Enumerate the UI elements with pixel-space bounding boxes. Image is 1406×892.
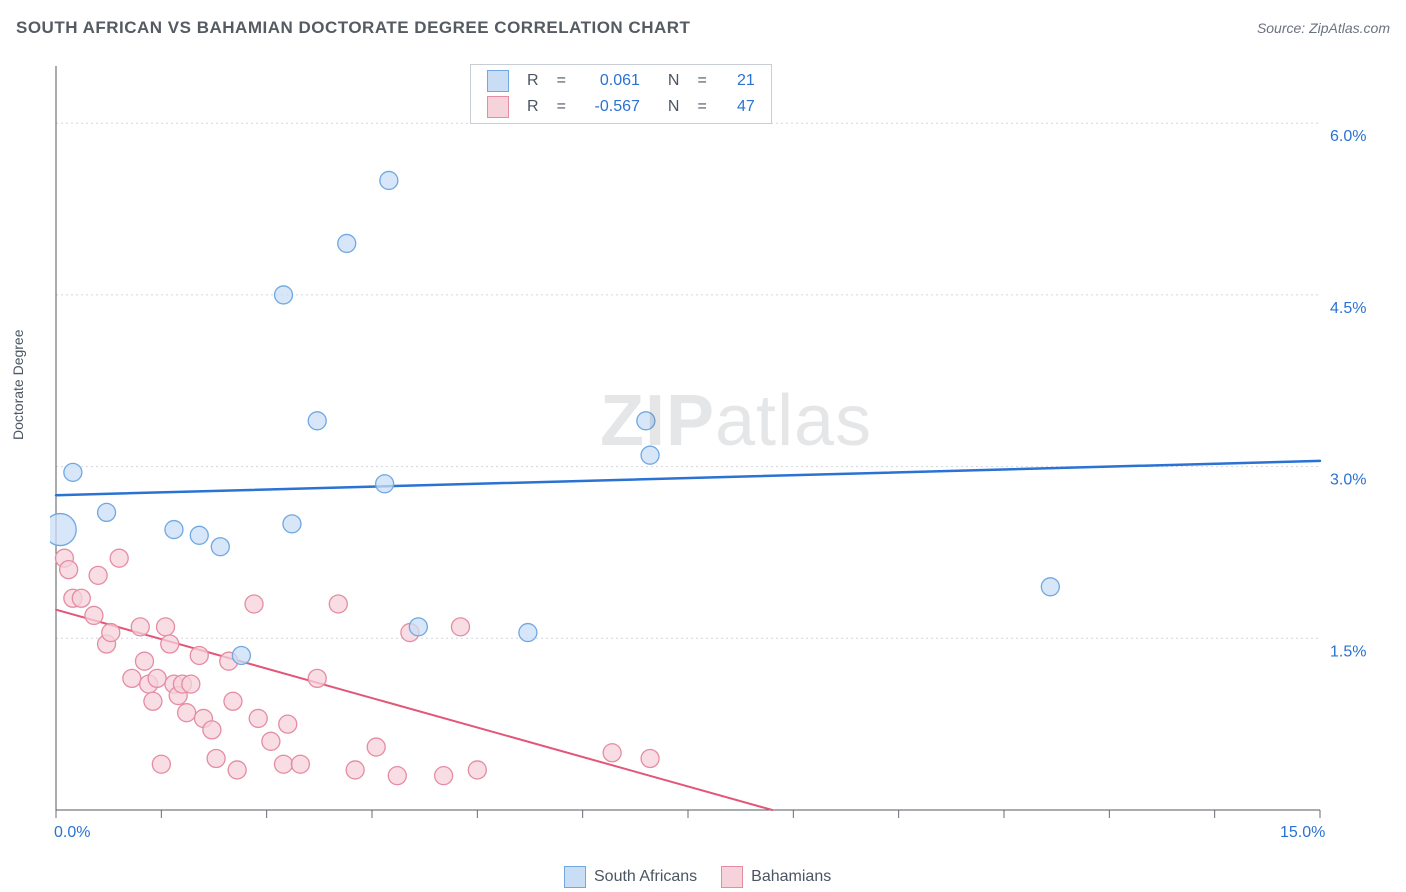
stat-n-label: N [650,95,688,119]
source-attribution: Source: ZipAtlas.com [1257,20,1390,36]
series-swatch [721,866,743,888]
svg-text:3.0%: 3.0% [1330,472,1366,489]
svg-text:6.0%: 6.0% [1330,128,1366,145]
stat-n-label: N [650,69,688,93]
x-axis-min-label: 0.0% [54,824,90,842]
series-swatch [487,96,509,118]
svg-text:4.5%: 4.5% [1330,300,1366,317]
source-label: Source: [1257,20,1305,36]
chart-title: SOUTH AFRICAN VS BAHAMIAN DOCTORATE DEGR… [16,18,690,37]
series-label: South Africans [594,868,697,885]
stat-eq: = [549,69,574,93]
stat-eq: = [549,95,574,119]
chart-plot-area: 1.5% 3.0% 4.5% 6.0% [50,60,1380,840]
stat-r-label: R [519,95,547,119]
series-label: Bahamians [751,868,831,885]
series-legend: South Africans Bahamians [540,866,831,888]
svg-text:1.5%: 1.5% [1330,643,1366,660]
stats-legend: R=0.061N=21R=-0.567N=47 [470,64,772,124]
x-axis-max-label: 15.0% [1280,824,1325,842]
stats-table: R=0.061N=21R=-0.567N=47 [477,67,765,121]
stats-row: R=-0.567N=47 [479,95,763,119]
chart-svg: 1.5% 3.0% 4.5% 6.0% [50,60,1380,840]
stat-eq: = [689,95,714,119]
stat-r-value: -0.567 [576,95,648,119]
stat-r-label: R [519,69,547,93]
stat-n-value: 21 [717,69,763,93]
y-axis-label: Doctorate Degree [10,329,26,440]
stat-n-value: 47 [717,95,763,119]
series-swatch [487,70,509,92]
series-swatch [564,866,586,888]
stat-eq: = [689,69,714,93]
stats-row: R=0.061N=21 [479,69,763,93]
stat-r-value: 0.061 [576,69,648,93]
source-value: ZipAtlas.com [1309,20,1390,36]
